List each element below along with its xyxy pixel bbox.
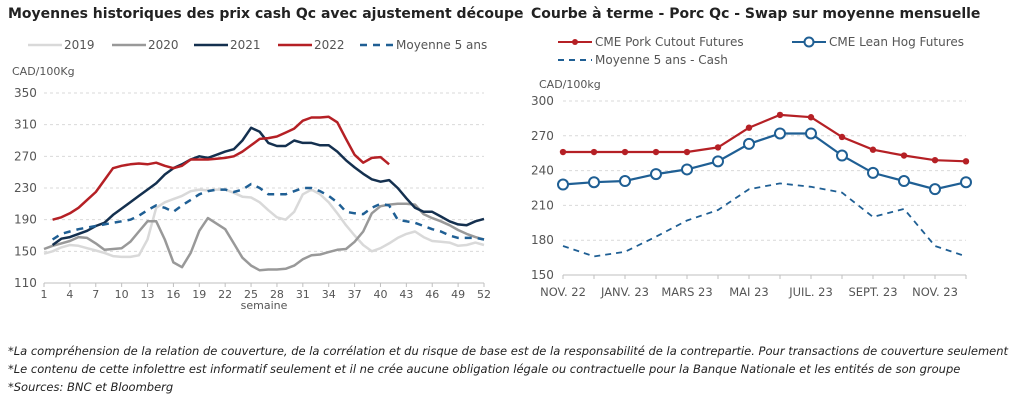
data-point <box>774 127 786 140</box>
x-tick-label: 34 <box>322 288 336 301</box>
series-line-2022 <box>52 115 390 221</box>
data-point <box>745 124 753 131</box>
data-point <box>960 176 972 189</box>
legend-label: CME Lean Hog Futures <box>829 35 964 49</box>
x-tick-label: 10 <box>115 288 129 301</box>
x-tick-label: 16 <box>166 288 180 301</box>
y-tick-label: 350 <box>14 86 37 100</box>
x-tick-label: NOV. 23 <box>912 285 958 299</box>
footnote-2: *Le contenu de cette infolettre est info… <box>8 362 961 376</box>
footnote-1: *La compréhension de la relation de couv… <box>8 344 1009 358</box>
data-point <box>867 166 879 179</box>
legend-label: 2021 <box>230 38 261 52</box>
data-point <box>929 183 941 196</box>
legend-marker <box>803 36 815 48</box>
y-tick-label: 210 <box>531 198 554 212</box>
y-tick-label: 240 <box>531 164 554 178</box>
legend-label: Moyenne 5 ans - Cash <box>595 53 728 67</box>
y-tick-label: 150 <box>531 268 554 282</box>
x-tick-label: 37 <box>348 288 362 301</box>
data-point <box>743 137 755 150</box>
data-point <box>652 148 660 156</box>
x-tick-label: 40 <box>373 288 387 301</box>
series-line-moyenne-5-ans <box>51 182 485 241</box>
data-point <box>714 144 722 151</box>
y-axis-label: CAD/100kg <box>539 78 601 91</box>
data-point <box>962 158 970 165</box>
data-point <box>838 133 846 141</box>
data-point <box>559 148 567 156</box>
legend-label: CME Pork Cutout Futures <box>595 35 744 49</box>
y-tick-label: 230 <box>14 181 37 195</box>
x-tick-label: 46 <box>425 288 439 301</box>
x-tick-label: 52 <box>477 288 491 301</box>
data-point <box>590 148 598 156</box>
x-tick-label: NOV. 22 <box>540 285 586 299</box>
legend-marker <box>572 39 578 45</box>
x-tick-label: JANV. 23 <box>600 285 649 299</box>
legend-label: 2022 <box>314 38 345 52</box>
right-chart-title: Courbe à terme - Porc Qc - Swap sur moye… <box>531 6 981 22</box>
data-point <box>805 127 817 140</box>
y-tick-label: 270 <box>531 129 554 143</box>
data-point <box>683 148 691 156</box>
x-tick-label: JUIL. 23 <box>788 285 833 299</box>
data-point <box>619 175 631 188</box>
data-point <box>621 148 629 156</box>
x-tick-label: SEPT. 23 <box>848 285 897 299</box>
x-tick-label: MAI 23 <box>729 285 768 299</box>
x-tick-label: 13 <box>141 288 155 301</box>
data-point <box>898 175 910 188</box>
y-tick-label: 300 <box>531 94 554 108</box>
y-tick-label: 110 <box>14 276 37 290</box>
legend-label: 2020 <box>148 38 179 52</box>
data-point <box>712 155 724 168</box>
y-tick-label: 310 <box>14 118 37 132</box>
series-line-2021 <box>51 126 485 247</box>
legend-label: 2019 <box>64 38 95 52</box>
x-tick-label: 25 <box>244 288 258 301</box>
data-point <box>681 163 693 176</box>
data-point <box>931 156 939 164</box>
x-axis-label: semaine <box>241 299 288 312</box>
x-tick-label: 1 <box>41 288 48 301</box>
data-point <box>836 149 848 162</box>
data-point <box>776 111 784 119</box>
left-chart-title: Moyennes historiques des prix cash Qc av… <box>8 6 524 22</box>
y-tick-label: 180 <box>531 233 554 247</box>
data-point <box>869 146 877 153</box>
x-tick-label: 49 <box>451 288 465 301</box>
x-tick-label: 7 <box>92 288 99 301</box>
series-line-2020 <box>43 202 485 272</box>
series-line-2019 <box>43 188 485 259</box>
x-tick-label: 22 <box>218 288 232 301</box>
x-tick-label: 31 <box>296 288 310 301</box>
series-line-cme-pork-cutout-futures <box>563 113 967 163</box>
data-point <box>650 168 662 181</box>
y-tick-label: 190 <box>14 213 37 227</box>
series-line-moyenne-5-ans---cash <box>562 182 967 258</box>
charts-canvas: 110 150 190 230 270 310 350 1 4 7 10 13 16 19 22 25 28 31… <box>12 35 972 312</box>
data-point <box>900 152 908 159</box>
y-axis-label: CAD/100Kg <box>12 65 75 78</box>
x-tick-label: MARS 23 <box>661 285 712 299</box>
footnote-3: *Sources: BNC et Bloomberg <box>8 380 174 394</box>
x-tick-label: 4 <box>66 288 73 301</box>
x-tick-label: 43 <box>399 288 413 301</box>
x-tick-label: 28 <box>270 288 284 301</box>
data-point <box>807 114 815 121</box>
x-tick-label: 19 <box>192 288 206 301</box>
data-point <box>588 176 600 189</box>
y-tick-label: 150 <box>14 244 37 258</box>
data-point <box>557 178 569 191</box>
legend-label: Moyenne 5 ans <box>396 38 487 52</box>
y-tick-label: 270 <box>14 149 37 163</box>
